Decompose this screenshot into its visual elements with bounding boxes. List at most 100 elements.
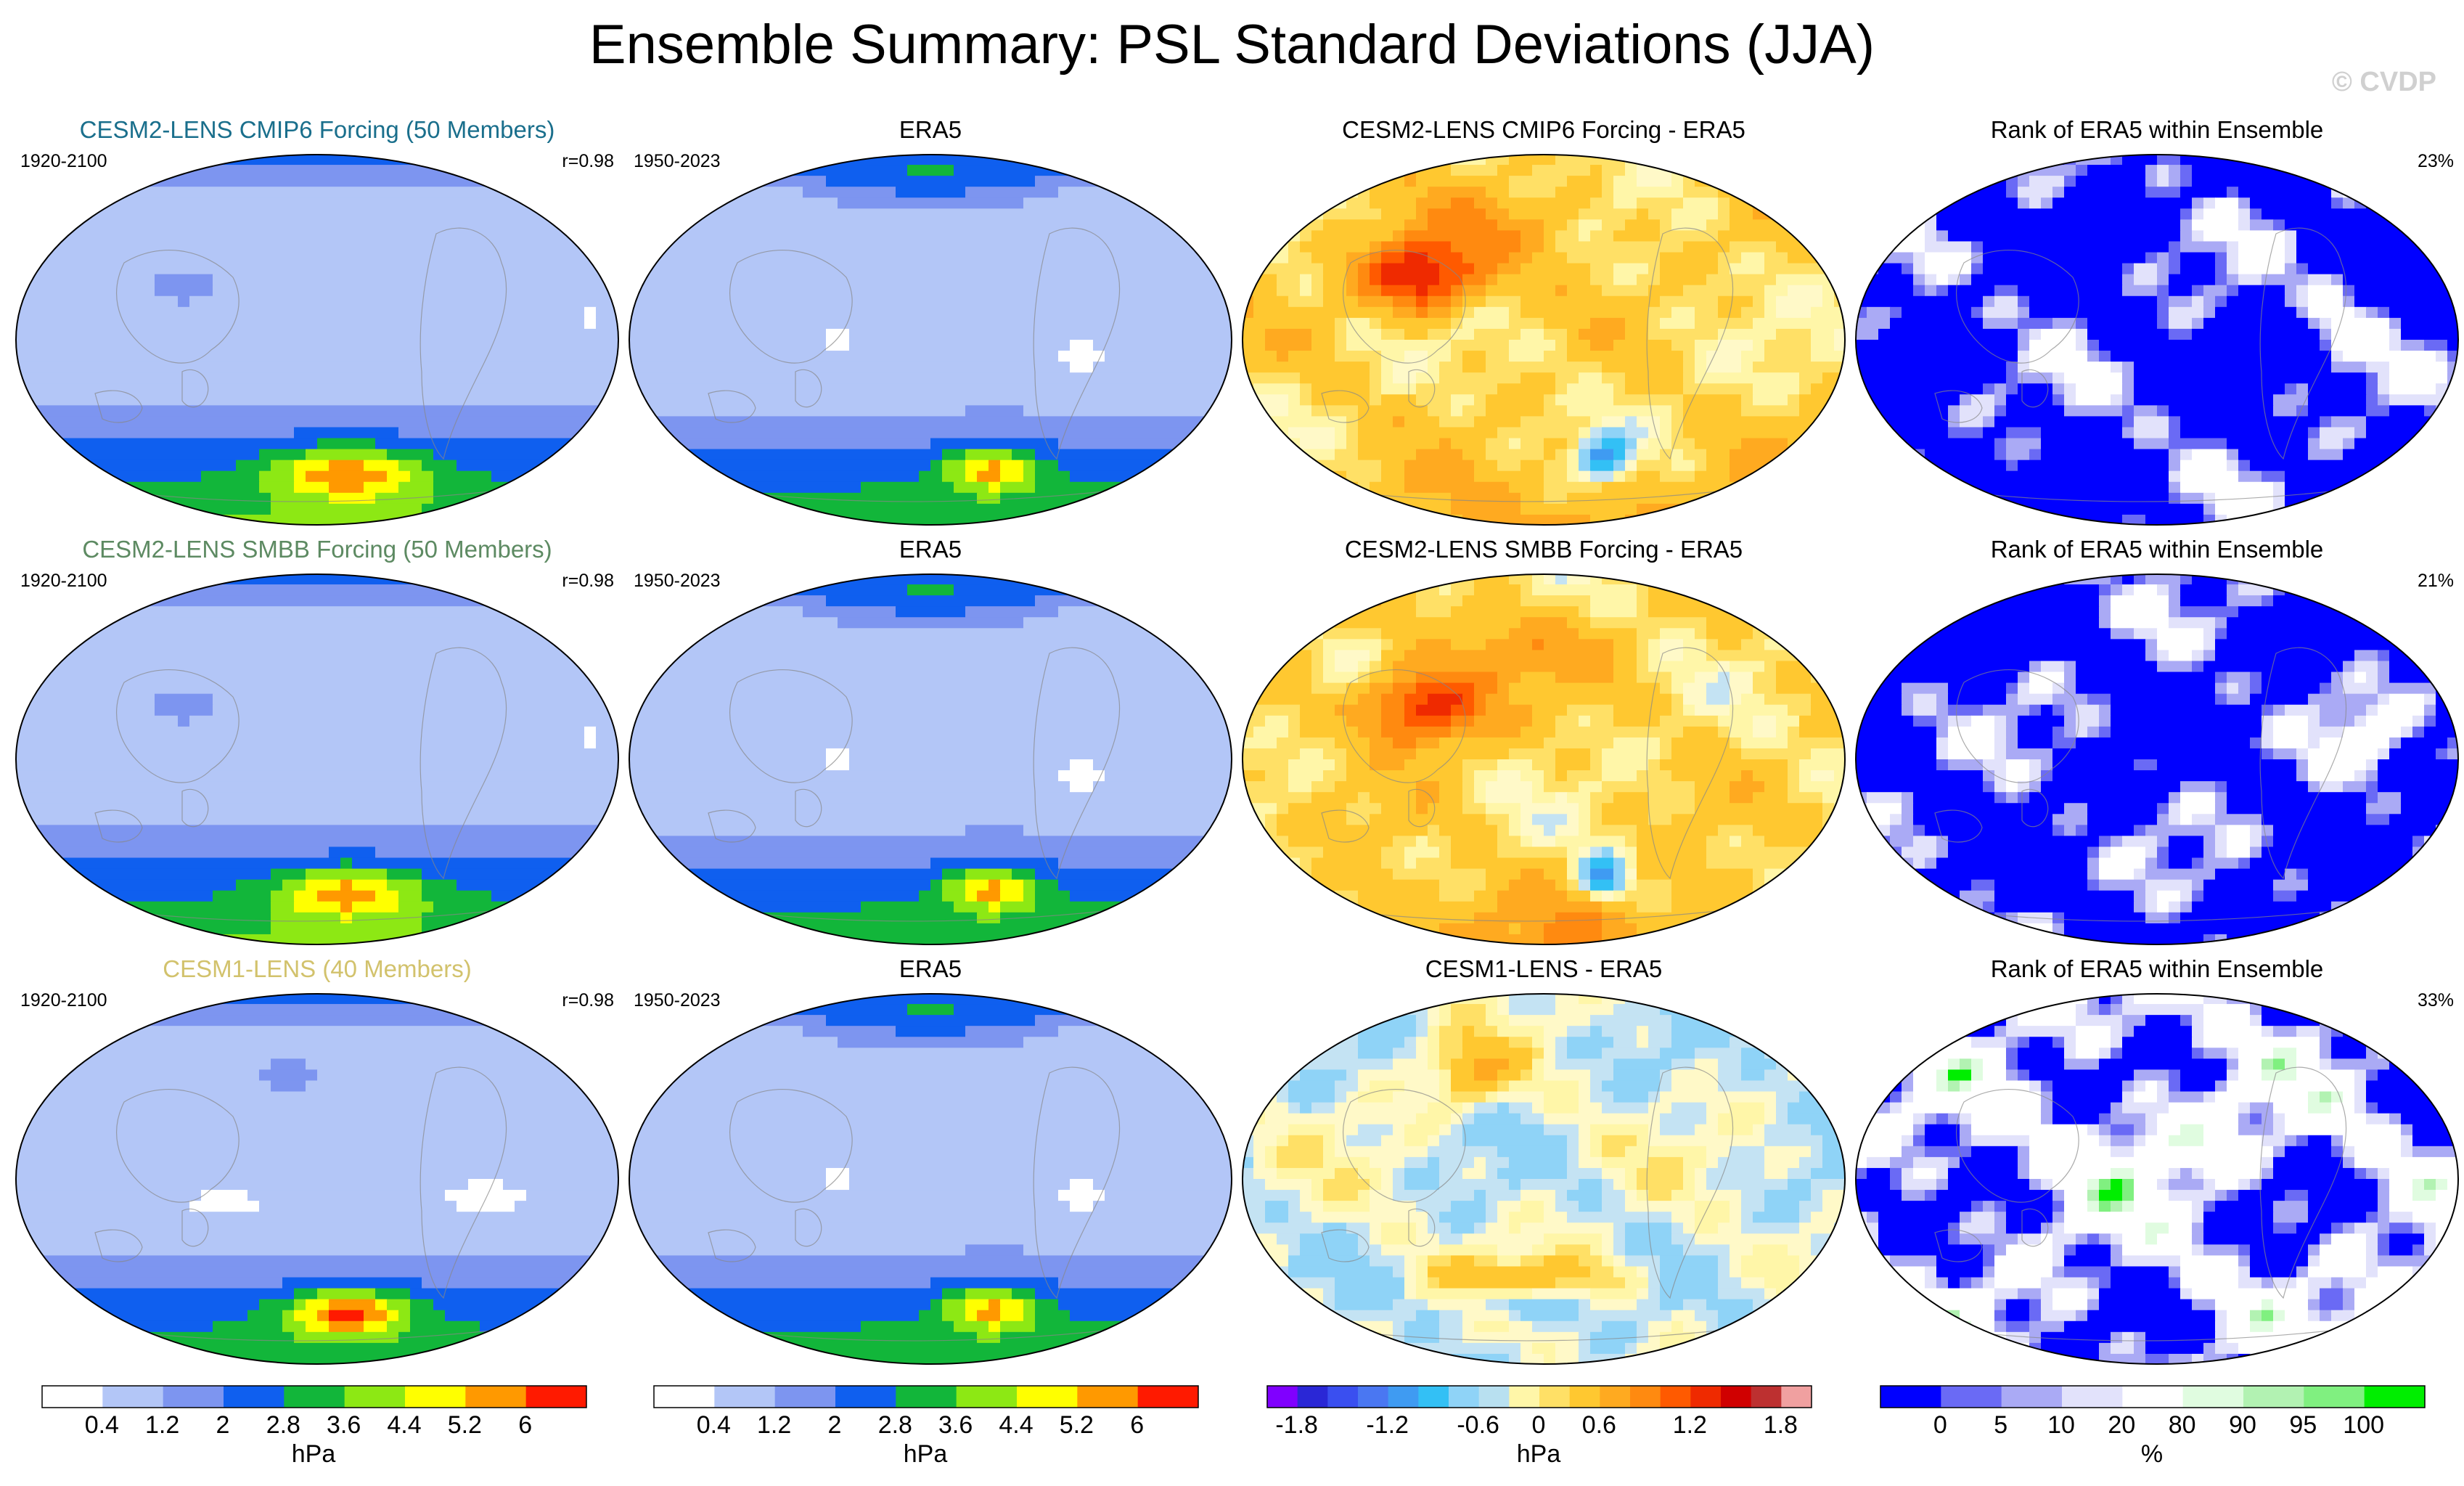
map-field xyxy=(1243,574,1845,944)
colorbar-swatch xyxy=(2062,1386,2123,1408)
colorbar-tick-label: 0 xyxy=(1531,1411,1546,1439)
map-obs xyxy=(629,993,1232,1365)
panel-obs-2: ERA5 1950-2023 xyxy=(622,527,1239,948)
panel-title: Rank of ERA5 within Ensemble xyxy=(1990,116,2324,143)
map-model xyxy=(15,993,619,1365)
colorbar-swatch xyxy=(224,1386,285,1408)
colorbar-swatch xyxy=(2364,1386,2426,1408)
panel-diff-2: CESM2-LENS SMBB Forcing - ERA5 xyxy=(1235,527,1852,948)
panel-title: Rank of ERA5 within Ensemble xyxy=(1990,955,2324,982)
map-field xyxy=(1243,994,1845,1364)
colorbar-swatch xyxy=(1660,1386,1691,1408)
colorbar-tick-label: 1.2 xyxy=(757,1411,792,1439)
map-boundary xyxy=(1242,154,1846,526)
panel-rank-2: Rank of ERA5 within Ensemble 21% xyxy=(1849,527,2464,948)
map-diff xyxy=(1242,154,1846,526)
colorbar-swatch xyxy=(1137,1386,1199,1408)
copyright-watermark: © CVDP xyxy=(2331,67,2436,97)
colorbar-swatch xyxy=(1880,1386,1941,1408)
colorbar-swatch xyxy=(1600,1386,1631,1408)
colorbar-swatch xyxy=(896,1386,957,1408)
map-boundary xyxy=(15,154,619,526)
colorbar-swatch xyxy=(344,1386,406,1408)
colorbar-tick-label: 2 xyxy=(827,1411,842,1439)
colorbar-4 xyxy=(1880,1385,2426,1408)
colorbar-swatch xyxy=(1690,1386,1722,1408)
colorbar-swatch xyxy=(835,1386,896,1408)
panel-diff-3: CESM1-LENS - ERA5 xyxy=(1235,947,1852,1368)
colorbar-tick-label: 1.8 xyxy=(1763,1411,1798,1439)
colorbar-tick-label: -1.8 xyxy=(1275,1411,1318,1439)
period-label: 1950-2023 xyxy=(634,151,721,171)
panel-model-3: CESM1-LENS (40 Members) 1920-2100 r=0.98 xyxy=(9,947,626,1368)
colorbar-swatch xyxy=(1539,1386,1571,1408)
map-field xyxy=(629,574,1232,944)
panel-title: ERA5 xyxy=(899,116,962,143)
map-boundary xyxy=(15,993,619,1365)
colorbar-unit-label: hPa xyxy=(903,1440,948,1468)
panel-rank-1: Rank of ERA5 within Ensemble 23% xyxy=(1849,107,2464,528)
panel-title: CESM1-LENS (40 Members) xyxy=(163,955,472,982)
panel-obs-1: ERA5 1950-2023 xyxy=(622,107,1239,528)
panel-title: Rank of ERA5 within Ensemble xyxy=(1990,536,2324,563)
colorbar-swatch xyxy=(1327,1386,1359,1408)
map-field xyxy=(16,994,618,1364)
colorbar-tick-label: 6 xyxy=(518,1411,533,1439)
colorbar-tick-label: 4.4 xyxy=(387,1411,422,1439)
colorbar-swatch xyxy=(1358,1386,1389,1408)
map-field xyxy=(16,574,618,944)
map-boundary xyxy=(1855,993,2459,1365)
colorbar-swatch xyxy=(1781,1386,1812,1408)
colorbar-swatch xyxy=(2122,1386,2184,1408)
map-field xyxy=(1856,994,2458,1364)
panel-title: ERA5 xyxy=(899,536,962,563)
colorbar-swatch xyxy=(2182,1386,2244,1408)
colorbar-swatch xyxy=(2243,1386,2304,1408)
colorbar-swatch xyxy=(956,1386,1018,1408)
colorbar-swatch xyxy=(1297,1386,1328,1408)
map-diff xyxy=(1242,993,1846,1365)
map-rank xyxy=(1855,154,2459,526)
colorbar-swatch xyxy=(1017,1386,1078,1408)
period-label: 1950-2023 xyxy=(634,571,721,591)
colorbar-swatch xyxy=(1388,1386,1419,1408)
correlation-label: r=0.98 xyxy=(562,990,614,1011)
panel-title: CESM2-LENS SMBB Forcing - ERA5 xyxy=(1344,536,1743,563)
colorbar-swatch xyxy=(1509,1386,1540,1408)
colorbar-unit-label: hPa xyxy=(1516,1440,1561,1468)
period-label: 1950-2023 xyxy=(634,990,721,1011)
map-field xyxy=(1856,574,2458,944)
correlation-label: r=0.98 xyxy=(562,151,614,171)
colorbar-tick-label: 2.8 xyxy=(266,1411,300,1439)
colorbar-tick-label: 80 xyxy=(2168,1411,2196,1439)
colorbar-tick-label: 90 xyxy=(2229,1411,2256,1439)
map-boundary xyxy=(629,154,1232,526)
colorbar-tick-label: 4.4 xyxy=(999,1411,1034,1439)
colorbar-swatch xyxy=(2304,1386,2365,1408)
colorbar-swatch xyxy=(1569,1386,1600,1408)
rank-percent-label: 33% xyxy=(2417,990,2454,1011)
map-field xyxy=(1856,155,2458,525)
colorbar-tick-label: 10 xyxy=(2047,1411,2075,1439)
correlation-label: r=0.98 xyxy=(562,571,614,591)
panel-title: CESM1-LENS - ERA5 xyxy=(1425,955,1663,982)
colorbar-tick-label: 5.2 xyxy=(1059,1411,1094,1439)
panel-rank-3: Rank of ERA5 within Ensemble 33% xyxy=(1849,947,2464,1368)
colorbar-1 xyxy=(41,1385,587,1408)
colorbar-tick-label: 0.6 xyxy=(1581,1411,1616,1439)
map-model xyxy=(15,573,619,945)
colorbar-swatch xyxy=(405,1386,466,1408)
colorbar-2 xyxy=(653,1385,1199,1408)
colorbar-3 xyxy=(1266,1385,1812,1408)
colorbar-tick-label: 5.2 xyxy=(447,1411,482,1439)
period-label: 1920-2100 xyxy=(20,990,107,1011)
map-field xyxy=(629,155,1232,525)
map-boundary xyxy=(1242,993,1846,1365)
panel-model-1: CESM2-LENS CMIP6 Forcing (50 Members) 192… xyxy=(9,107,626,528)
colorbar-tick-label: 3.6 xyxy=(327,1411,361,1439)
colorbar-tick-label: -1.2 xyxy=(1366,1411,1409,1439)
colorbar-tick-label: 2.8 xyxy=(877,1411,912,1439)
colorbar-swatch xyxy=(654,1386,715,1408)
map-boundary xyxy=(629,993,1232,1365)
colorbar-swatch xyxy=(284,1386,345,1408)
